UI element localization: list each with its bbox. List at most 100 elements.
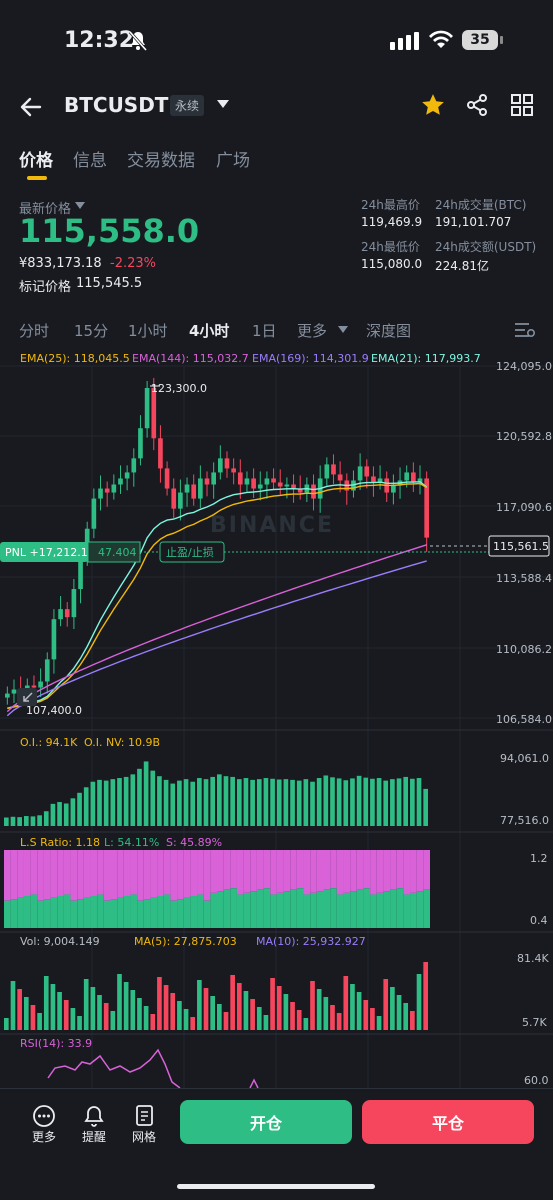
open-position-button[interactable]: 开仓: [180, 1100, 352, 1144]
alert-label[interactable]: 提醒: [82, 1130, 107, 1144]
ls-long-bar: [336, 894, 344, 928]
symbol-title[interactable]: BTCUSDT: [64, 93, 169, 117]
ls-long-bar: [316, 891, 324, 928]
status-bar: 12:32 35: [0, 0, 553, 82]
high-value: 119,469.9: [361, 215, 423, 229]
grid-doc-icon[interactable]: [133, 1104, 157, 1128]
tpsl-button[interactable]: 止盈/止损: [166, 545, 214, 559]
ls-short-bar: [4, 850, 11, 901]
ls-long-bar: [63, 894, 71, 928]
ls-short-bar: [250, 850, 257, 892]
close-position-button[interactable]: 平仓: [362, 1100, 534, 1144]
ls-long-bar: [290, 889, 297, 928]
favorite-star-icon[interactable]: [420, 92, 446, 118]
bell-icon[interactable]: [82, 1104, 106, 1128]
ls-short-bar: [363, 850, 371, 889]
volume-bar: [316, 989, 322, 1030]
oi-bar: [17, 817, 22, 826]
oi-bar: [90, 781, 96, 826]
oi-bar: [43, 811, 49, 826]
volume-bar: [163, 985, 169, 1030]
volume-btc-value: 191,101.707: [435, 215, 512, 229]
candle-body: [264, 478, 270, 485]
low-annotation: 107,400.0: [26, 704, 82, 717]
tab-price[interactable]: 价格: [19, 151, 53, 171]
ema144-line: [6, 544, 427, 713]
ls-long-bar: [250, 891, 257, 928]
oi-bar: [103, 780, 109, 826]
signal-icon: [390, 32, 419, 50]
chart-settings-icon[interactable]: [514, 321, 536, 339]
candle-body: [78, 558, 83, 590]
tab-trading-data[interactable]: 交易数据: [127, 151, 195, 171]
ls-short-bar: [396, 850, 404, 889]
tpsl-button-bg[interactable]: [159, 541, 225, 563]
ls-short-bar: [83, 850, 91, 898]
interval-4h[interactable]: 4小时: [189, 322, 230, 340]
symbol-dropdown-icon[interactable]: [216, 99, 230, 109]
price-dropdown-icon[interactable]: [75, 202, 85, 209]
pnl-tag-bg[interactable]: [0, 542, 88, 562]
share-icon[interactable]: [465, 93, 489, 117]
interval-timeline[interactable]: 分时: [19, 322, 50, 340]
back-arrow-icon[interactable]: [18, 94, 44, 120]
layout-grid-icon[interactable]: [510, 93, 534, 117]
ls-short-bar: [203, 850, 211, 901]
pnl-qty[interactable]: 47.404: [98, 546, 137, 559]
price-axis: 124,095.0 120,592.8 117,090.6 113,588.4 …: [496, 360, 552, 726]
oi-bar: [376, 778, 382, 826]
interval-1h[interactable]: 1小时: [128, 322, 168, 340]
more-label[interactable]: 更多: [32, 1130, 57, 1144]
candle-body: [291, 484, 296, 489]
oi-bars: [4, 761, 429, 826]
candle-body: [144, 388, 150, 429]
pnl-label[interactable]: PNL +17,212.16: [5, 546, 95, 559]
high-annotation: 123,300.0: [151, 382, 207, 395]
interval-more[interactable]: 更多: [297, 322, 328, 340]
oi-bar: [296, 780, 302, 826]
ls-long-bar: [150, 897, 158, 928]
candle-body: [111, 484, 117, 493]
ls-long-bar: [183, 897, 191, 928]
kline-chart[interactable]: EMA(25): 118,045.5 EMA(144): 115,032.7 E…: [0, 348, 553, 1089]
ls-long-bar: [330, 888, 337, 928]
candle-body: [64, 609, 70, 618]
tab-square[interactable]: 广场: [216, 151, 250, 171]
more-dropdown-icon[interactable]: [338, 326, 348, 333]
more-icon[interactable]: [32, 1104, 56, 1128]
oi-bar: [403, 776, 409, 826]
ls-short-bar: [63, 850, 71, 895]
volume-bar: [97, 995, 102, 1030]
interval-15m[interactable]: 15分: [74, 322, 109, 340]
interval-1d[interactable]: 1日: [252, 322, 277, 340]
ema169-line: [6, 560, 427, 717]
ls-short-bar: [110, 850, 118, 900]
scroll-to-latest-icon[interactable]: [17, 688, 37, 706]
candle-body: [417, 478, 423, 483]
ls-short-bar: [270, 850, 277, 895]
pnl-qty-bg[interactable]: [87, 541, 141, 563]
chart-canvas[interactable]: EMA(25): 118,045.5 EMA(144): 115,032.7 E…: [0, 348, 553, 1089]
volume-bar: [363, 1000, 369, 1030]
rsi-axis: 60.0: [524, 1074, 549, 1087]
ls-long-bar: [390, 889, 397, 928]
ema21-line: [7, 481, 428, 709]
ls-long-bar: [350, 891, 357, 928]
volume-bar: [4, 1018, 9, 1030]
volume-bar: [416, 974, 422, 1030]
tab-info[interactable]: 信息: [73, 151, 107, 171]
volume-bar: [223, 1012, 229, 1030]
latest-price-label[interactable]: 最新价格: [19, 202, 72, 217]
ls-short-bar: [236, 850, 244, 895]
interval-depth[interactable]: 深度图: [366, 322, 412, 340]
volume-bar: [37, 1013, 42, 1030]
oi-bar: [197, 778, 202, 826]
price-tick-1: 124,095.0: [496, 360, 552, 373]
grid-label[interactable]: 网格: [132, 1130, 157, 1144]
ls-short-bar: [230, 850, 237, 889]
ls-short-bar: [310, 850, 317, 893]
vol-ma10-label: MA(10): 25,932.927: [256, 935, 366, 948]
oi-bar: [190, 781, 196, 826]
rsi-line-2: [249, 1078, 259, 1089]
ls-short-bar: [170, 850, 178, 901]
